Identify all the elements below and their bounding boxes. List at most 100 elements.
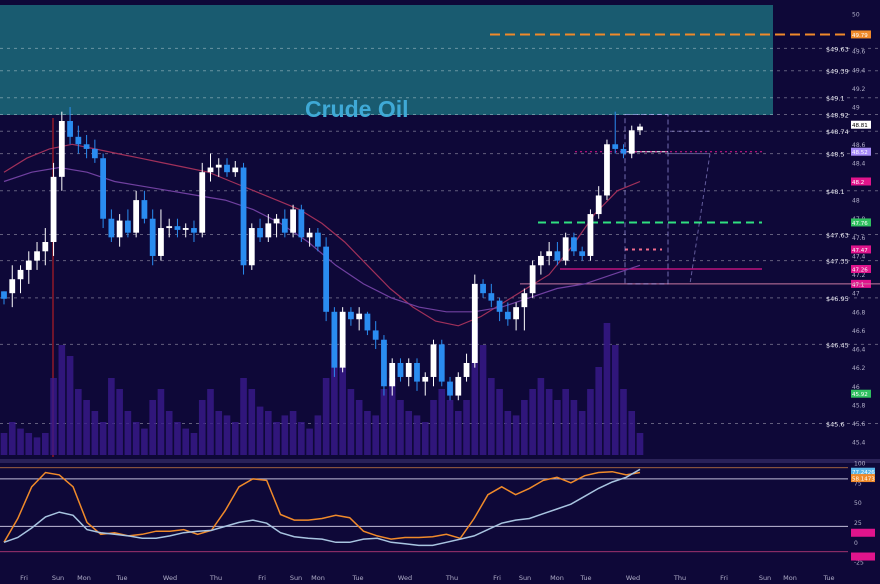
x-tick-label: Mon: [550, 574, 564, 582]
candle: [265, 214, 272, 242]
candle-body: [430, 344, 437, 377]
candle-body: [463, 362, 470, 377]
y-tick-label: 49.6: [852, 49, 866, 56]
candle-body: [579, 251, 586, 256]
volume-bar: [91, 411, 99, 455]
candle-body: [571, 237, 577, 252]
candle-body: [612, 144, 619, 149]
y-tick-label: 48.4: [852, 160, 866, 167]
x-tick-label: Sun: [519, 574, 531, 582]
oscillator-tag: [851, 474, 875, 483]
candle: [571, 232, 577, 256]
volume-bar: [83, 400, 90, 455]
volume-bar: [479, 345, 487, 455]
candle: [125, 209, 131, 238]
candle-body: [166, 226, 173, 229]
price-tag: [851, 218, 871, 227]
candle-body: [628, 130, 635, 154]
volume-bar: [281, 415, 289, 455]
price-tag: [851, 264, 871, 273]
volume-bar: [99, 422, 107, 455]
oscillator-tick-label: 50: [854, 500, 862, 507]
candle-body: [554, 251, 561, 261]
volume-bar: [529, 389, 536, 455]
volume-bar: [438, 389, 446, 455]
candle: [133, 190, 140, 238]
x-tick-label: Tue: [822, 574, 834, 582]
candle: [521, 288, 528, 331]
volume-bar: [289, 411, 297, 455]
y-tick-label: 45.6: [852, 421, 866, 428]
volume-bar: [33, 437, 41, 455]
price-tag-label: 47.1: [852, 282, 864, 288]
price-tag-label: 47.76: [852, 221, 868, 227]
candle-body: [546, 251, 553, 256]
x-tick-label: Fri: [493, 574, 501, 582]
panel-divider: [0, 459, 880, 463]
candle-body: [496, 300, 503, 312]
candle-body: [67, 120, 73, 137]
candle: [414, 358, 420, 391]
volume-bar: [157, 389, 165, 455]
candle-body: [604, 144, 610, 196]
level-label: $49.1: [826, 95, 845, 103]
candle: [488, 283, 495, 308]
candle-body: [513, 307, 519, 320]
volume-bar: [388, 378, 396, 455]
volume-bar: [231, 422, 239, 455]
x-tick-label: Tue: [351, 574, 363, 582]
x-tick-label: Wed: [163, 574, 177, 582]
candle-body: [290, 209, 296, 233]
volume-bar: [421, 422, 429, 455]
candle: [455, 372, 462, 401]
candle-body: [215, 164, 222, 168]
candle-body: [91, 148, 98, 159]
candle-body: [1, 291, 7, 299]
x-tick-label: Mon: [77, 574, 91, 582]
candle: [75, 125, 82, 154]
oscillator-tag: [851, 528, 875, 537]
oscillator-tag-label: 77.2426: [852, 470, 875, 476]
candle-body: [306, 232, 313, 238]
volume-bar: [141, 428, 148, 455]
candle-body: [9, 279, 16, 294]
y-tick-label: 48.6: [852, 142, 866, 149]
candle-body: [50, 176, 57, 242]
oscillator-tick-label: 0: [854, 540, 858, 547]
candle: [612, 111, 619, 154]
candle-body: [414, 362, 420, 382]
candle-body: [562, 237, 569, 261]
level-label: $49.63: [826, 45, 849, 53]
level-label: $49.39: [826, 68, 849, 76]
volume-bar: [223, 415, 231, 455]
candle-body: [480, 283, 486, 294]
candle: [298, 204, 305, 242]
volume-bar: [298, 422, 305, 455]
volume-bar: [41, 433, 49, 455]
x-tick-label: Fri: [720, 574, 728, 582]
candle: [34, 241, 40, 270]
x-tick-label: Mon: [783, 574, 797, 582]
volume-bar: [273, 422, 280, 455]
volume-bar: [198, 400, 206, 455]
y-tick-label: 46.6: [852, 328, 866, 335]
y-tick-label: 50: [852, 11, 860, 18]
volume-bar: [8, 422, 16, 455]
volume-bar: [314, 415, 322, 455]
volume-bar: [512, 415, 520, 455]
candle-body: [637, 126, 643, 131]
price-tag-label: 47.26: [852, 267, 868, 273]
candle: [323, 237, 330, 322]
candle-body: [273, 218, 280, 224]
y-tick-label: 46: [852, 384, 860, 391]
candle: [372, 321, 379, 350]
volume-bar: [75, 389, 82, 455]
oscillator-tick-label: -25: [854, 560, 864, 567]
y-tick-label: 47: [852, 291, 860, 298]
volume-bar: [116, 389, 123, 455]
volume-bar: [570, 400, 578, 455]
candle-body: [281, 218, 288, 233]
candle: [25, 251, 32, 284]
candle-body: [58, 120, 65, 177]
candle-body: [438, 344, 445, 382]
